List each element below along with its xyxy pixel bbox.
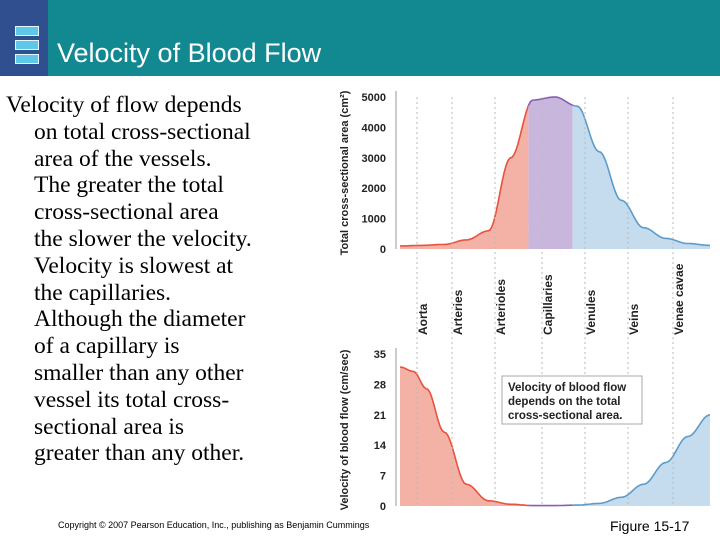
category-label: Veins bbox=[627, 303, 641, 335]
body-text-line: area of the vessels. bbox=[34, 145, 212, 172]
body-text-line: the slower the velocity. bbox=[34, 225, 252, 252]
category-label: Aorta bbox=[416, 303, 430, 335]
y-tick-label: 28 bbox=[374, 379, 386, 391]
y-tick-label: 14 bbox=[374, 440, 387, 452]
y-tick-label: 2000 bbox=[362, 183, 386, 195]
slide-body-text: Velocity of flow depends on total cross-s… bbox=[6, 92, 306, 467]
body-text-line: Velocity is slowest at bbox=[34, 252, 234, 279]
venous-curve bbox=[572, 414, 711, 506]
body-text-line: greater than any other. bbox=[34, 440, 245, 467]
venous-region-fill bbox=[572, 105, 710, 249]
y-tick-label: 35 bbox=[374, 349, 386, 361]
slide-header: Velocity of Blood Flow bbox=[0, 0, 720, 76]
body-text-line: vessel its total cross- bbox=[34, 386, 230, 413]
annotation-box bbox=[501, 375, 643, 425]
body-text-line: of a capillary is bbox=[34, 333, 180, 360]
slide-logo-icon bbox=[0, 0, 48, 76]
y-tick-label: 4000 bbox=[362, 122, 386, 134]
arterial-region-fill bbox=[400, 105, 529, 249]
arterial-curve bbox=[399, 366, 529, 507]
category-label: Venae cavae bbox=[672, 263, 686, 335]
y-tick-label: 21 bbox=[374, 410, 386, 422]
blood-flow-figure: 0 1000 2000 3000 4000 5000 Total cross-section… bbox=[339, 90, 711, 513]
arterial-region-fill bbox=[400, 367, 529, 506]
venous-region-fill bbox=[572, 414, 710, 506]
y-tick-label: 0 bbox=[380, 501, 386, 513]
arterial-curve bbox=[399, 105, 530, 247]
category-label: Venules bbox=[584, 289, 598, 335]
capillary-curve bbox=[527, 96, 573, 106]
venous-curve bbox=[572, 104, 711, 247]
y-tick-label: 3000 bbox=[362, 153, 386, 165]
body-text-line: sectional area is bbox=[34, 413, 185, 440]
annotation-text: Velocity of blood flow bbox=[508, 382, 626, 394]
body-text-line: the capillaries. bbox=[34, 279, 172, 306]
body-text-line: on total cross-sectional bbox=[34, 118, 251, 145]
logo-bar bbox=[15, 40, 39, 50]
body-text-line: The greater the total bbox=[34, 172, 224, 199]
slide-title: Velocity of Blood Flow bbox=[57, 38, 322, 68]
category-label: Capillaries bbox=[541, 274, 555, 335]
y-tick-label: 5000 bbox=[362, 92, 386, 104]
y-tick-label: 1000 bbox=[362, 214, 386, 226]
body-text-line: smaller than any other bbox=[34, 359, 244, 386]
body-text-line: Although the diameter bbox=[34, 306, 246, 333]
logo-bar bbox=[15, 26, 39, 36]
category-label: Arteries bbox=[451, 289, 465, 335]
logo-bar bbox=[15, 54, 39, 64]
y-tick-label: 7 bbox=[380, 471, 386, 483]
y-axis-label: Velocity of blood flow (cm/sec) bbox=[339, 349, 351, 510]
y-tick-label: 0 bbox=[380, 244, 386, 256]
body-text-line: cross-sectional area bbox=[34, 199, 219, 226]
category-label: Arterioles bbox=[494, 279, 508, 335]
y-axis-label: Total cross-sectional area (cm²) bbox=[339, 90, 351, 255]
capillary-region-fill bbox=[528, 97, 573, 249]
copyright-text: Copyright © 2007 Pearson Education, Inc.… bbox=[58, 520, 370, 530]
body-text-line: Velocity of flow depends bbox=[6, 92, 242, 118]
figure-reference: Figure 15-17 bbox=[610, 518, 690, 534]
annotation-text: depends on the total bbox=[508, 396, 620, 408]
annotation-text: cross-sectional area. bbox=[508, 410, 622, 422]
